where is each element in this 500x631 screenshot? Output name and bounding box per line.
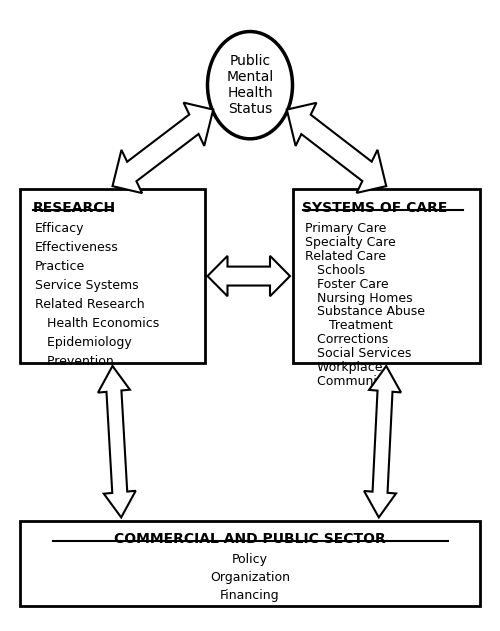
Text: COMMERCIAL AND PUBLIC SECTOR: COMMERCIAL AND PUBLIC SECTOR xyxy=(114,532,386,546)
Text: Treatment: Treatment xyxy=(305,319,393,333)
Text: Health Economics: Health Economics xyxy=(35,317,159,330)
Text: Practice: Practice xyxy=(35,260,85,273)
Text: SYSTEMS OF CARE: SYSTEMS OF CARE xyxy=(302,201,448,215)
Text: Epidemiology: Epidemiology xyxy=(35,336,132,349)
Text: Service Systems: Service Systems xyxy=(35,279,138,292)
FancyBboxPatch shape xyxy=(20,189,205,363)
Polygon shape xyxy=(287,103,386,193)
Text: Organization: Organization xyxy=(210,571,290,584)
Text: Effectiveness: Effectiveness xyxy=(35,241,119,254)
Circle shape xyxy=(208,32,292,139)
Text: RESEARCH: RESEARCH xyxy=(32,201,116,215)
Text: Workplace: Workplace xyxy=(305,361,382,374)
Text: Nursing Homes: Nursing Homes xyxy=(305,292,412,305)
Text: Specialty Care: Specialty Care xyxy=(305,236,396,249)
Polygon shape xyxy=(98,366,136,517)
Polygon shape xyxy=(208,256,290,297)
Text: Primary Care: Primary Care xyxy=(305,222,386,235)
Polygon shape xyxy=(364,366,401,517)
Text: Schools: Schools xyxy=(305,264,365,277)
Text: Prevention: Prevention xyxy=(35,355,114,368)
FancyBboxPatch shape xyxy=(292,189,480,363)
Text: Policy: Policy xyxy=(232,553,268,567)
Text: Public
Mental
Health
Status: Public Mental Health Status xyxy=(226,54,274,117)
Text: Corrections: Corrections xyxy=(305,333,388,346)
Text: Efficacy: Efficacy xyxy=(35,222,84,235)
Text: Financing: Financing xyxy=(220,589,280,602)
Text: Foster Care: Foster Care xyxy=(305,278,388,291)
FancyBboxPatch shape xyxy=(20,521,480,606)
Polygon shape xyxy=(112,103,213,193)
Text: Related Care: Related Care xyxy=(305,250,386,263)
Text: Substance Abuse: Substance Abuse xyxy=(305,305,425,319)
Text: Related Research: Related Research xyxy=(35,298,144,311)
Text: Community: Community xyxy=(305,375,389,388)
Text: Social Services: Social Services xyxy=(305,347,412,360)
